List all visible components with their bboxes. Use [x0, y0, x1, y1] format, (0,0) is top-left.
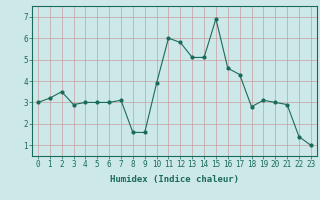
X-axis label: Humidex (Indice chaleur): Humidex (Indice chaleur) [110, 175, 239, 184]
